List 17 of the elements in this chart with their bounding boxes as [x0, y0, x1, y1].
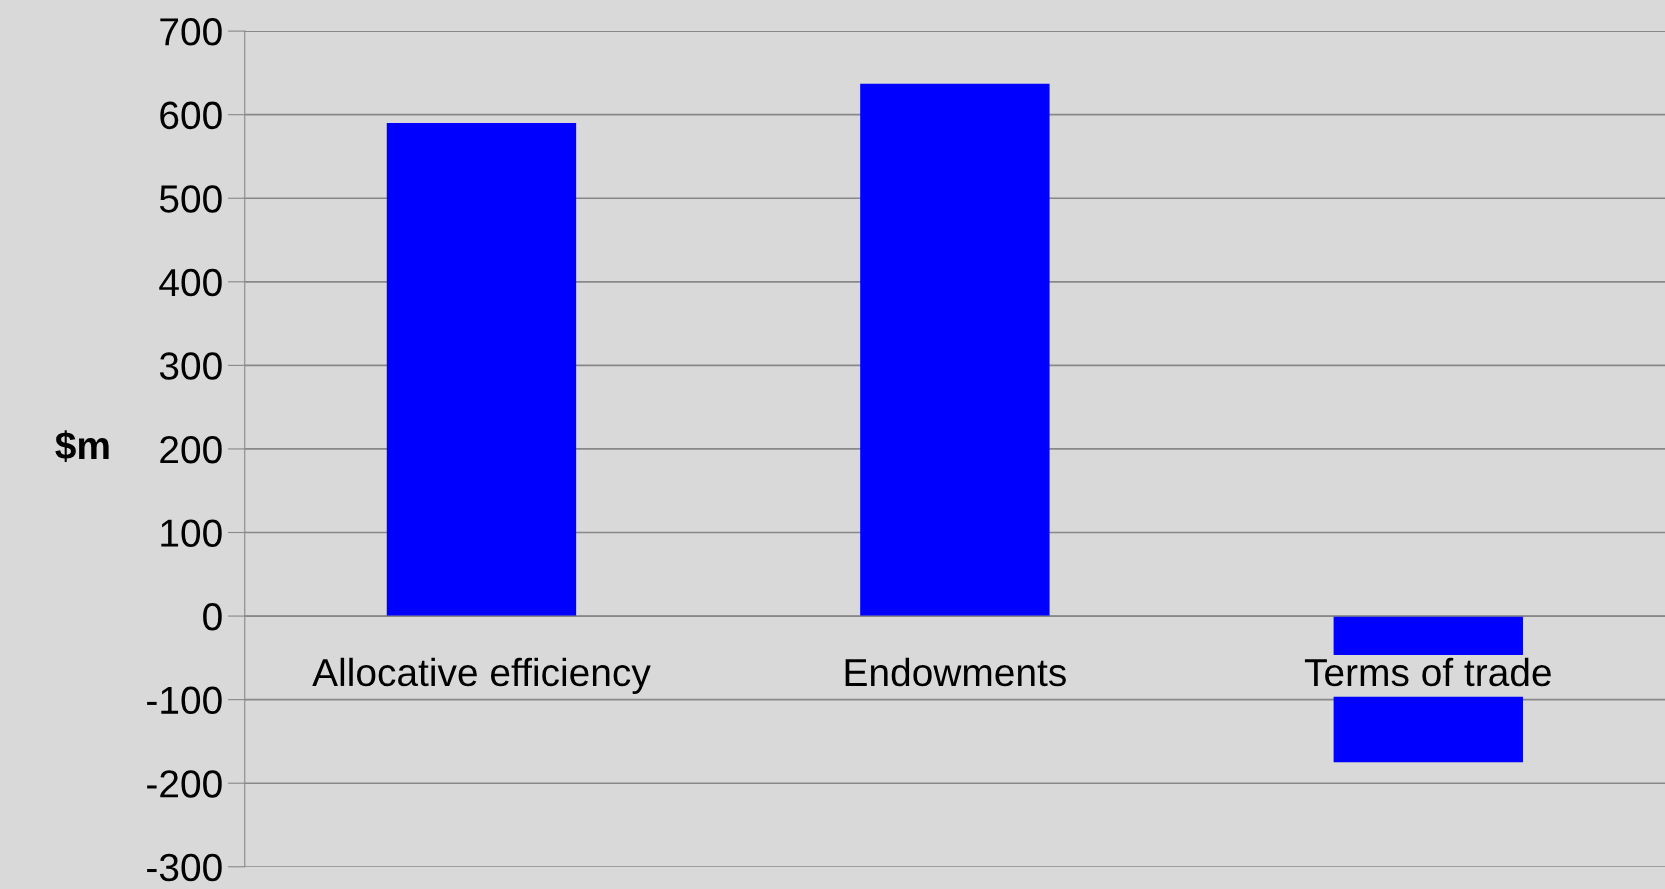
y-tick-label: 200	[160, 435, 222, 464]
y-tick-label: -100	[147, 686, 222, 715]
bar	[860, 83, 1050, 617]
x-tick-label: Terms of trade	[1304, 657, 1551, 687]
y-tick-label: -200	[147, 770, 222, 798]
y-tick-label: 100	[161, 519, 222, 547]
x-tick-label: Allocative efficiency	[312, 657, 651, 694]
y-tick-label: -300	[147, 853, 222, 882]
y-tick-label: 400	[159, 268, 222, 297]
y-axis-title: $m	[55, 430, 109, 462]
x-tick-label: Endowments	[845, 657, 1066, 687]
y-tick-label: 0	[203, 603, 222, 631]
y-tick-label: 600	[160, 101, 222, 130]
y-tick-label: 500	[159, 185, 222, 213]
y-tick-label: 700	[160, 18, 222, 46]
y-tick-label: 300	[159, 352, 222, 380]
bar	[386, 123, 577, 617]
